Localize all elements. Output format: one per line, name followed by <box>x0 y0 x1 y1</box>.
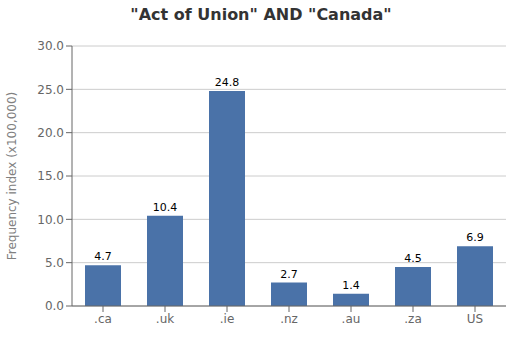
svg-text:4.7: 4.7 <box>94 250 112 263</box>
svg-text:.za: .za <box>404 312 421 326</box>
svg-text:6.9: 6.9 <box>466 231 484 244</box>
svg-text:24.8: 24.8 <box>215 76 240 89</box>
svg-text:0.0: 0.0 <box>45 299 64 313</box>
svg-text:10.0: 10.0 <box>37 213 64 227</box>
svg-text:5.0: 5.0 <box>45 256 64 270</box>
svg-text:25.0: 25.0 <box>37 83 64 97</box>
svg-text:.nz: .nz <box>280 312 298 326</box>
html-text:"Act of Union" AND "Canada": "Act of Union" AND "Canada" <box>130 5 392 24</box>
svg-text:Frequency index (x100,000): Frequency index (x100,000) <box>8 92 19 261</box>
svg-text:.uk: .uk <box>156 312 174 326</box>
svg-text:.au: .au <box>342 312 361 326</box>
svg-text:4.5: 4.5 <box>404 252 422 265</box>
svg-text:US: US <box>467 312 483 326</box>
svg-text:15.0: 15.0 <box>37 169 64 183</box>
svg-text:10.4: 10.4 <box>153 201 178 214</box>
svg-text:1.4: 1.4 <box>342 279 360 292</box>
svg-text:30.0: 30.0 <box>37 39 64 53</box>
svg-text:.ca: .ca <box>94 312 112 326</box>
svg-text:2.7: 2.7 <box>280 268 298 281</box>
svg-text:.ie: .ie <box>220 312 235 326</box>
svg-text:20.0: 20.0 <box>37 126 64 140</box>
